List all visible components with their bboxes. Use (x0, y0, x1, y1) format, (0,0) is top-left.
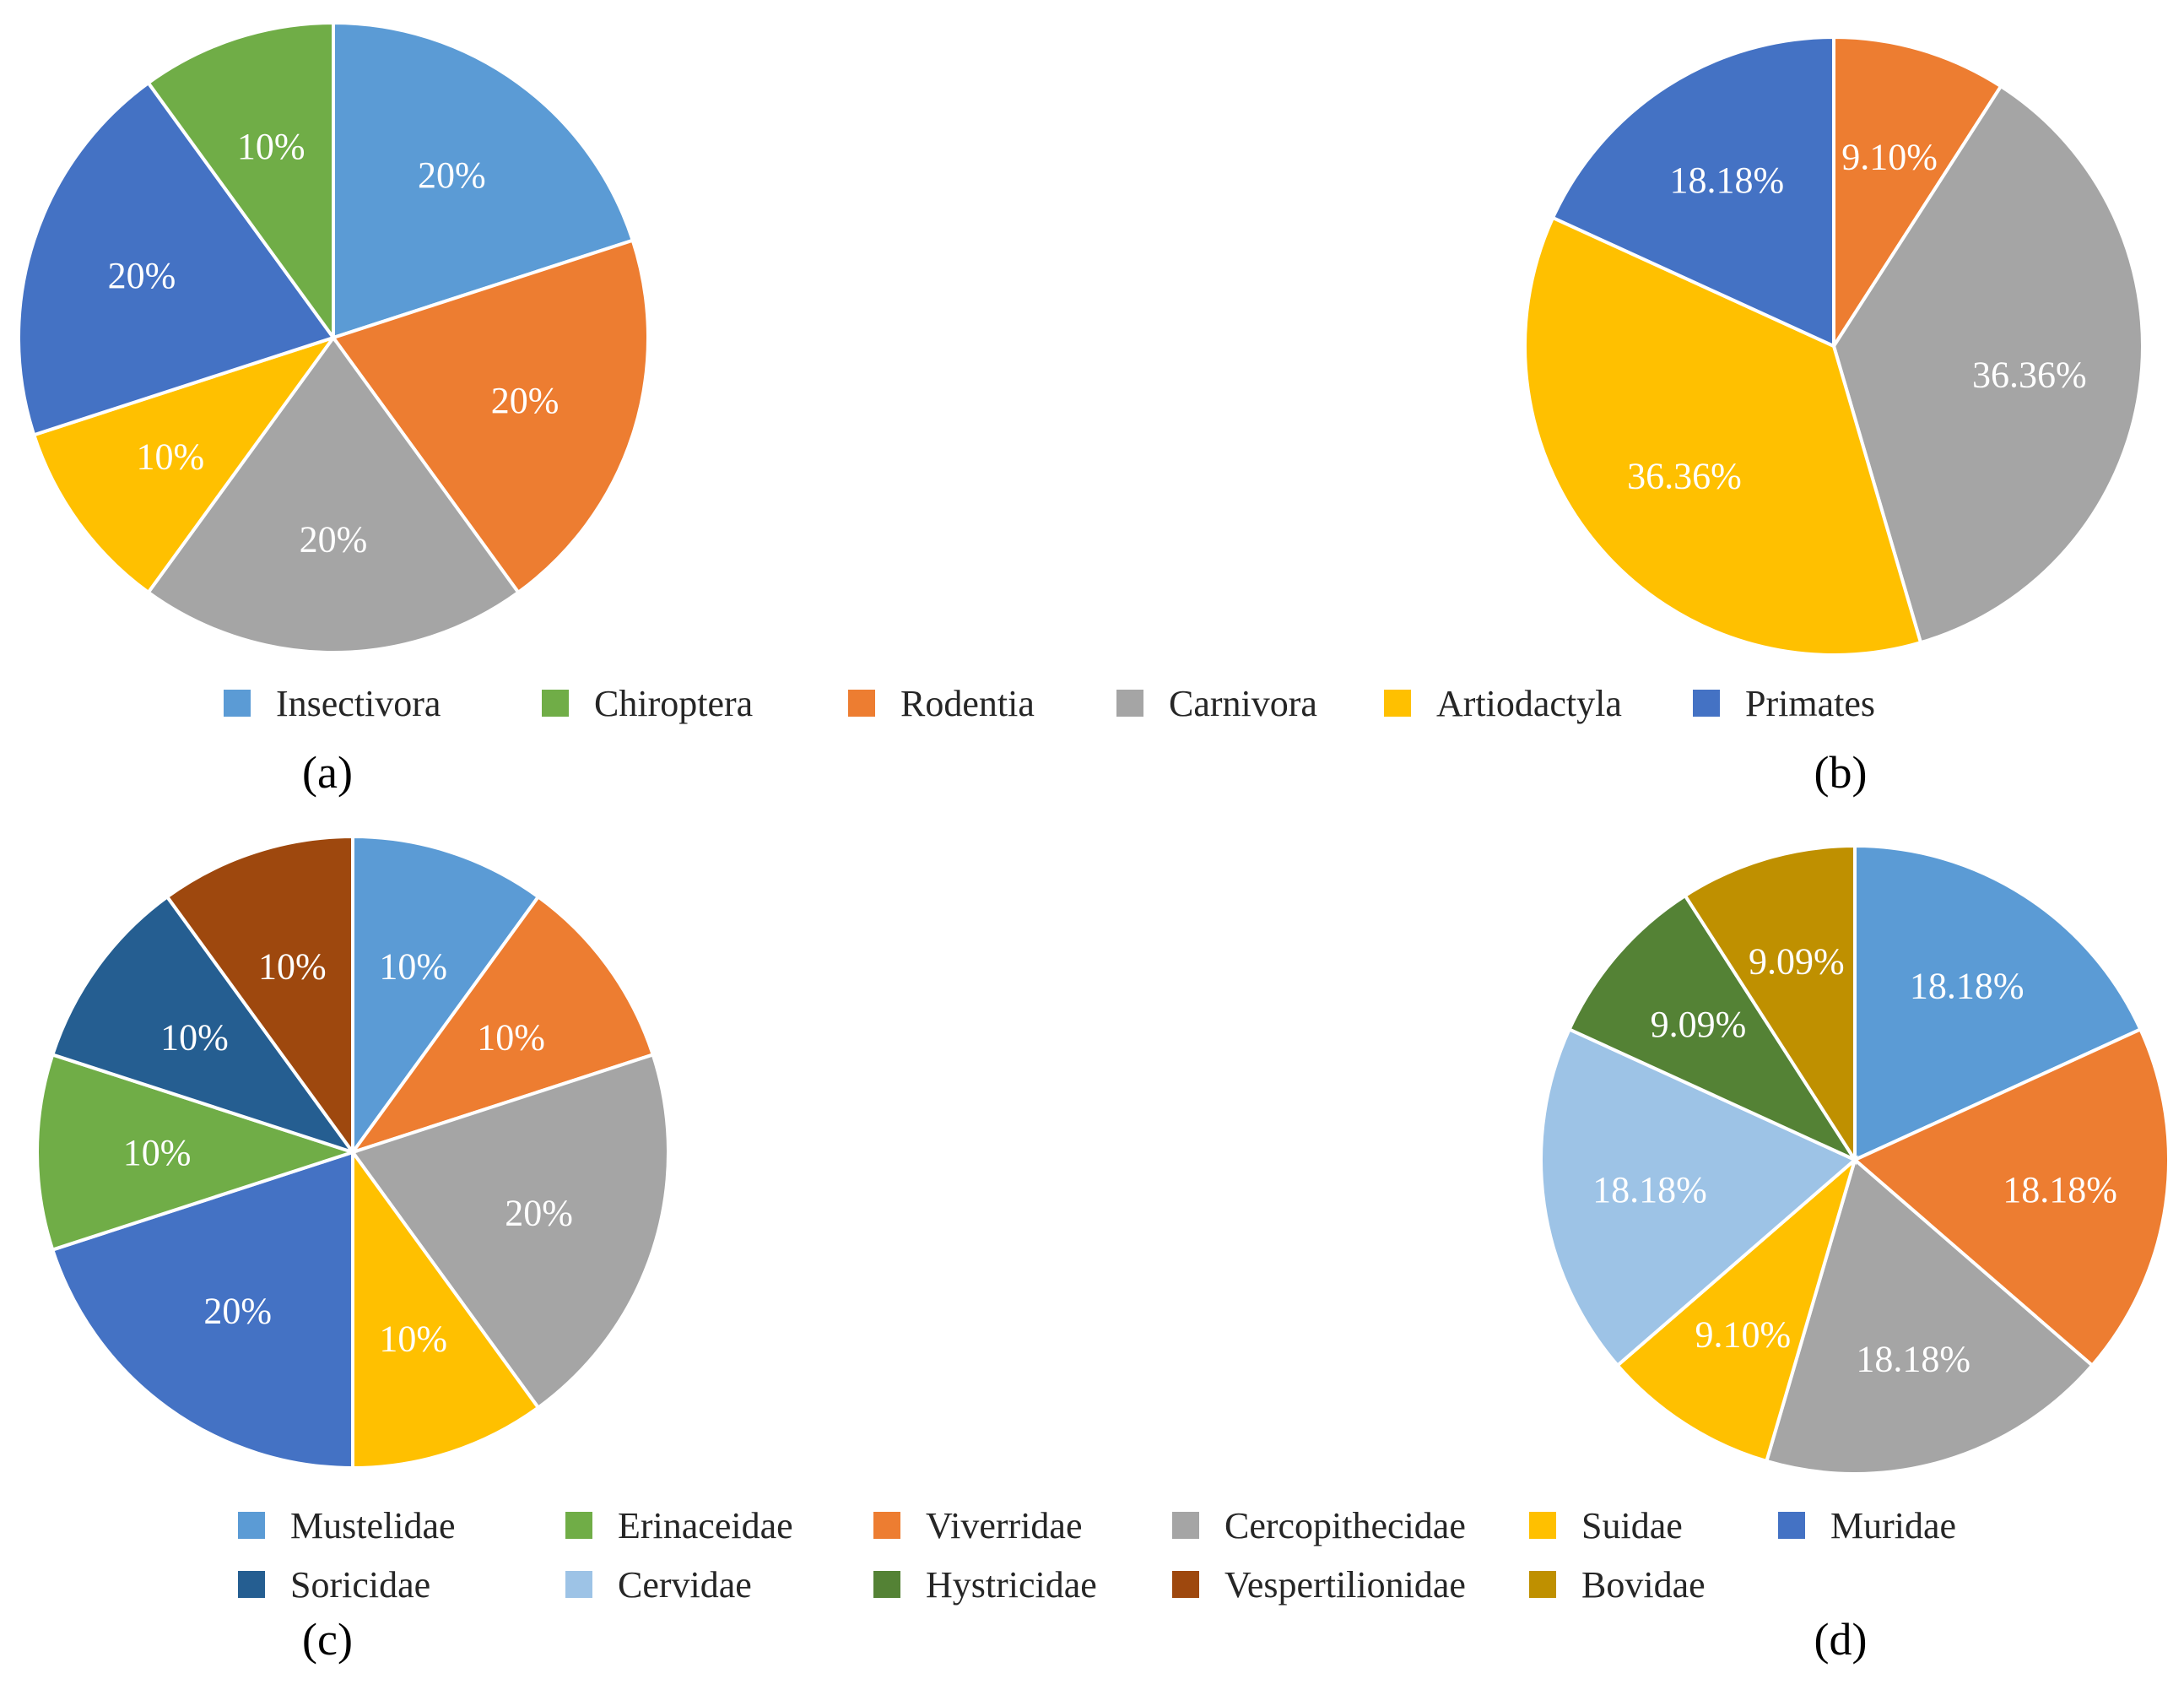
pie-chart-d: 18.18% 18.18% 18.18% 9.10% 18.18% 9.09%9.09% (1539, 843, 2170, 1476)
data-label-carnivora: 36.36% (1972, 354, 2087, 395)
slice-primates (1550, 35, 1835, 349)
data-label-viverridae: 10% (477, 1017, 545, 1059)
slice-insectivora (332, 20, 635, 340)
legend-muridae-label: Muridae (1830, 1505, 1956, 1546)
data-label-erinaceidae: 10% (123, 1132, 192, 1173)
slice-hystricidae (1566, 893, 1860, 1164)
slice-rodentia (330, 238, 650, 595)
legend-hystricidae-swatch (873, 1571, 900, 1598)
slice-mustelidae (351, 834, 541, 1158)
caption-c: (c) (302, 1614, 353, 1665)
data-label-cervidae: 18.18% (1592, 1169, 1707, 1210)
slice-viverridae (1852, 1026, 2170, 1368)
legend-cercopithecidae-swatch (1172, 1512, 1199, 1539)
data-label-suidae: 10% (379, 1319, 447, 1360)
data-label-cercopithecidae: 18.18% (1856, 1339, 1970, 1380)
slice-cervidae (1539, 1026, 1858, 1368)
data-label-bovidae: 9.09% (1749, 940, 1845, 982)
data-label-artiodactyla: 10% (137, 436, 205, 477)
legend-viverridae-label: Viverridae (926, 1505, 1082, 1546)
slice-mustelidae (1853, 843, 2143, 1163)
data-label-carnivora: 20% (300, 519, 368, 560)
legend-vespertilionidae-label: Vespertilionidae (1224, 1564, 1466, 1606)
data-label-artiodactyla: 36.36% (1627, 455, 1742, 496)
data-label-rodentia: 20% (491, 380, 560, 421)
caption-b: (b) (1814, 747, 1868, 798)
data-label-muridae: 20% (203, 1291, 272, 1332)
legend-cercopithecidae-label: Cercopithecidae (1224, 1505, 1466, 1546)
slice-viverridae (348, 894, 656, 1156)
data-label-soricidae: 10% (160, 1017, 229, 1059)
legend-cervidae-swatch (565, 1571, 592, 1598)
pie-chart-a: 20% 20% 20% 10% 20% 10% (17, 20, 650, 654)
data-label-vespertilionidae: 10% (258, 945, 327, 987)
legend-erinaceidae-swatch (565, 1512, 592, 1539)
legend-mustelidae-swatch (238, 1512, 265, 1539)
legend-hystricidae-label: Hystricidae (926, 1564, 1097, 1606)
slice-cercopithecidae (1764, 1156, 2095, 1476)
legend-rodentia-swatch (848, 690, 875, 717)
data-label-hystricidae: 9.09% (1651, 1004, 1747, 1045)
legend-insectivora-label: Insectivora (276, 683, 441, 724)
slice-soricidae (50, 894, 358, 1156)
slice-carnivora (1831, 84, 2144, 645)
legend-families: Mustelidae Erinaceidae Viverridae Cercopith… (238, 1505, 1956, 1606)
legend-erinaceidae-label: Erinaceidae (618, 1505, 793, 1546)
data-label-insectivora: 20% (418, 154, 486, 196)
legend-chiroptera-label: Chiroptera (594, 683, 753, 724)
data-label-viverridae: 18.18% (2003, 1169, 2117, 1210)
pie-chart-b: 9.10% 36.36% 36.36% 18.18% (1522, 35, 2144, 657)
legend-carnivora-label: Carnivora (1169, 683, 1317, 724)
legend-mustelidae-label: Mustelidae (290, 1505, 456, 1546)
caption-a: (a) (302, 747, 353, 798)
slice-primates (17, 80, 337, 437)
slice-artiodactyla (1522, 215, 1923, 657)
caption-d: (d) (1814, 1614, 1868, 1665)
legend-orders: Insectivora Chiroptera Rodentia Carnivora Ar… (224, 683, 1875, 724)
data-label-cercopithecidae: 20% (505, 1193, 573, 1234)
data-label-chiroptera: 10% (237, 126, 305, 167)
slice-rodentia (1832, 35, 2003, 352)
slice-cercopithecidae (349, 1052, 670, 1411)
legend-soricidae-swatch (238, 1571, 265, 1598)
legend-rodentia-label: Rodentia (900, 683, 1035, 724)
slice-artiodactyla (31, 334, 338, 595)
legend-artiodactyla-label: Artiodactyla (1436, 683, 1622, 724)
legend-primates-label: Primates (1745, 683, 1875, 724)
data-label-primates: 20% (108, 255, 176, 296)
legend-soricidae-label: Soricidae (290, 1564, 430, 1606)
slice-chiroptera (145, 20, 335, 344)
slice-erinaceidae (35, 1052, 359, 1253)
legend-vespertilionidae-swatch (1172, 1571, 1199, 1598)
legend-carnivora-swatch (1116, 690, 1143, 717)
pie-chart-c: 10% 10% 20% 10% 20% 10% 10% 10% (35, 834, 670, 1470)
slice-bovidae (1683, 843, 1857, 1166)
data-label-suidae: 9.10% (1695, 1314, 1791, 1356)
legend-viverridae-swatch (873, 1512, 900, 1539)
slice-muridae (50, 1150, 354, 1470)
data-label-mustelidae: 10% (379, 945, 447, 987)
legend-primates-swatch (1693, 690, 1720, 717)
legend-suidae-label: Suidae (1581, 1505, 1683, 1546)
slice-vespertilionidae (165, 834, 354, 1158)
legend-cervidae-label: Cervidae (618, 1564, 752, 1606)
legend-bovidae-swatch (1529, 1571, 1556, 1598)
legend-chiroptera-swatch (542, 690, 569, 717)
legend-artiodactyla-swatch (1384, 690, 1411, 717)
legend-insectivora-swatch (224, 690, 251, 717)
legend-bovidae-label: Bovidae (1581, 1564, 1706, 1606)
data-label-primates: 18.18% (1670, 160, 1785, 201)
slice-suidae (351, 1146, 541, 1470)
legend-suidae-swatch (1529, 1512, 1556, 1539)
legend-muridae-swatch (1778, 1512, 1805, 1539)
slice-carnivora (145, 334, 522, 654)
slice-suidae (1614, 1155, 1858, 1464)
data-label-mustelidae: 18.18% (1910, 965, 2025, 1006)
data-label-rodentia: 9.10% (1841, 136, 1938, 177)
